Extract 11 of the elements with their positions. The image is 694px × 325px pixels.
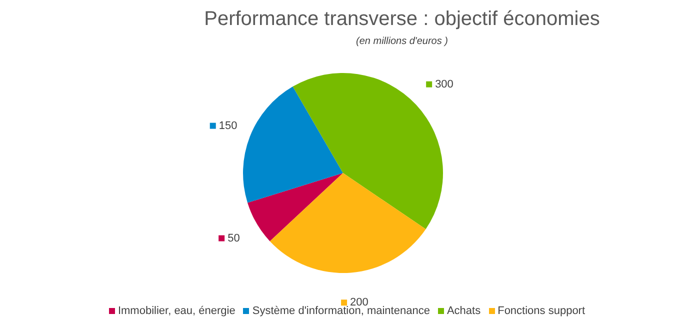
legend-label: Fonctions support xyxy=(496,305,586,317)
legend-label: Achats xyxy=(446,305,481,317)
pie-slice xyxy=(270,173,426,273)
data-label: 50 xyxy=(228,232,240,244)
pie-slice xyxy=(243,86,343,203)
pie-slice xyxy=(248,173,343,242)
data-label: 300 xyxy=(435,78,454,90)
chart-title: Performance transverse : objectif économies xyxy=(203,8,601,31)
legend-label: Immobilier, eau, énergie xyxy=(116,305,236,317)
chart-subtitle: (en millions d'euros ) xyxy=(355,36,449,47)
data-label: 150 xyxy=(218,120,238,132)
